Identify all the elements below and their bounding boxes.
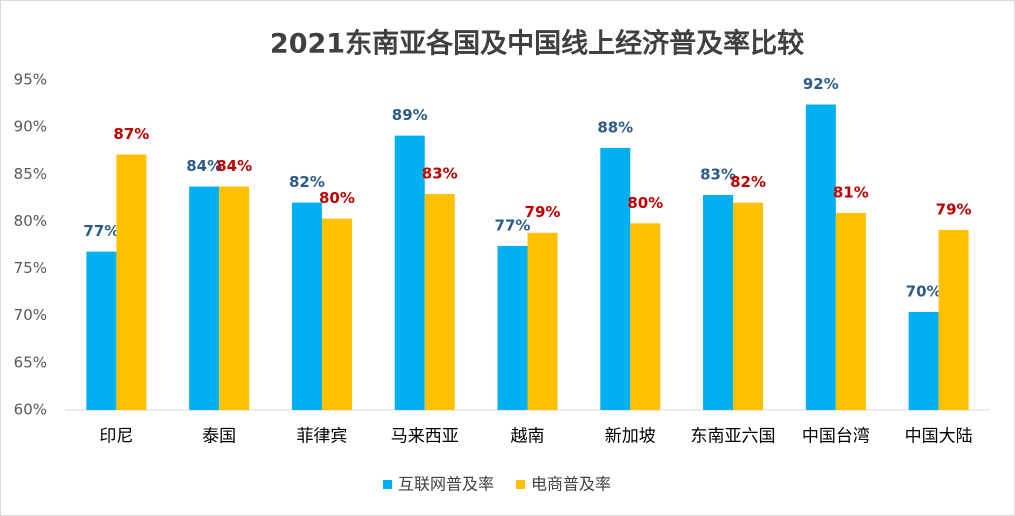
bar <box>600 147 631 410</box>
bar <box>527 232 558 410</box>
value-label: 83% <box>700 166 736 184</box>
bar <box>424 194 455 410</box>
chart-title: 2021东南亚各国及中国线上经济普及率比较 <box>270 28 804 60</box>
value-label: 77% <box>83 222 119 240</box>
x-tick-label: 东南亚六国 <box>691 427 776 447</box>
bar <box>497 245 528 410</box>
x-tick-label: 中国台湾 <box>802 427 870 447</box>
value-label: 81% <box>833 183 869 201</box>
bar <box>938 229 969 410</box>
value-label: 87% <box>113 125 149 143</box>
bar <box>805 104 836 410</box>
bar <box>733 202 764 410</box>
bar <box>219 186 250 410</box>
bar <box>86 251 117 410</box>
y-tick-label: 75% <box>14 259 47 277</box>
x-tick-label: 中国大陆 <box>905 427 973 447</box>
value-label: 79% <box>525 203 561 221</box>
bar <box>189 186 220 410</box>
legend-swatch <box>383 480 392 489</box>
bar <box>835 212 866 410</box>
y-tick-label: 85% <box>14 165 47 183</box>
bar <box>116 154 147 410</box>
bar <box>703 195 734 410</box>
value-label: 70% <box>906 282 942 300</box>
value-label: 80% <box>627 194 663 212</box>
bar <box>394 135 425 410</box>
x-tick-label: 泰国 <box>202 427 236 447</box>
y-tick-label: 95% <box>14 71 47 89</box>
bar <box>291 202 322 410</box>
value-label: 82% <box>289 173 325 191</box>
y-tick-label: 80% <box>14 212 47 230</box>
value-label: 84% <box>186 157 222 175</box>
y-tick-label: 60% <box>14 401 47 419</box>
y-tick-label: 70% <box>14 306 47 324</box>
value-label: 83% <box>422 165 458 183</box>
legend-swatch <box>516 480 526 489</box>
value-label: 84% <box>216 157 252 175</box>
legend-label: 电商普及率 <box>531 475 611 494</box>
x-tick-label: 新加坡 <box>605 427 656 447</box>
bar <box>908 311 939 410</box>
value-label: 89% <box>392 106 428 124</box>
x-tick-label: 菲律宾 <box>296 427 347 447</box>
bar <box>630 223 661 410</box>
y-tick-label: 65% <box>14 353 47 371</box>
value-label: 92% <box>803 75 839 93</box>
bar <box>321 218 352 410</box>
value-label: 88% <box>597 118 633 136</box>
x-tick-label: 越南 <box>511 427 545 447</box>
value-label: 79% <box>936 200 972 218</box>
value-label: 80% <box>319 189 355 207</box>
legend-label: 互联网普及率 <box>398 475 494 494</box>
value-label: 82% <box>730 173 766 191</box>
x-tick-label: 马来西亚 <box>391 427 459 447</box>
y-tick-label: 90% <box>14 118 47 136</box>
value-label: 77% <box>495 216 531 234</box>
x-tick-label: 印尼 <box>99 427 133 447</box>
